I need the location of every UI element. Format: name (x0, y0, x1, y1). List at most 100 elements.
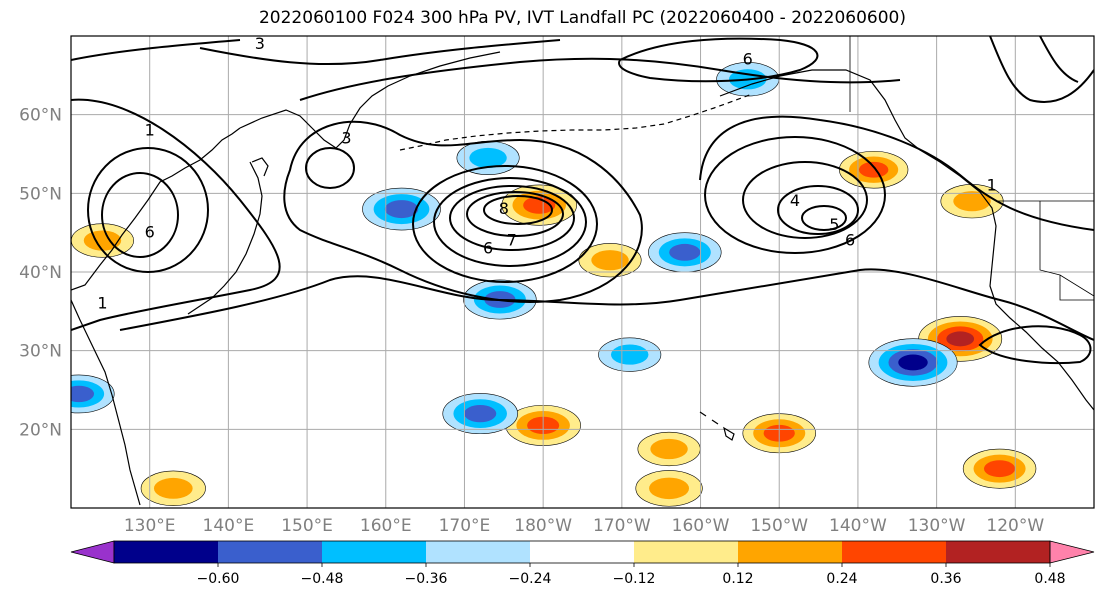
pv-contour-label: 3 (255, 34, 265, 53)
ivt-shade-12-2 (669, 243, 701, 261)
lon-tick-label: 140°W (829, 516, 887, 536)
coastline-japan (187, 157, 269, 315)
pv-contour-3-east (704, 136, 886, 254)
lat-tick-label: 30°N (19, 342, 62, 362)
political-borders (849, 36, 1094, 301)
ivt-shade-4-2 (858, 161, 889, 178)
ivt-shade-10-2 (464, 404, 497, 423)
lon-tick-label: 150°E (281, 516, 333, 536)
colorbar-extend-high (1049, 540, 1095, 564)
pv-contours (71, 36, 1094, 364)
colorbar-segment (634, 541, 738, 563)
coastline-aleutians (399, 93, 753, 151)
pv-contour-3-west (87, 147, 209, 273)
pv-contour-6 (449, 185, 575, 251)
coastline-kamchatka (239, 51, 501, 149)
map-frame (70, 35, 1095, 509)
ivt-shade-19-2 (983, 460, 1016, 478)
ivt-shade-0-2 (523, 196, 556, 214)
colorbar-tick-label: 0.24 (826, 571, 857, 587)
pv-contour-6-east (801, 205, 847, 231)
colorbar-segment (114, 541, 218, 563)
pv-contour-2-east (699, 115, 1094, 231)
pv-contour-8 (483, 195, 553, 225)
lon-tick-label: 170°E (439, 516, 491, 536)
pv-contour-7 (466, 191, 564, 237)
lon-tick-label: 160°E (360, 516, 412, 536)
lat-tick-label: 50°N (19, 184, 62, 204)
pv-contour-2-north (71, 39, 561, 66)
pv-contour-label: 5 (829, 215, 839, 234)
lon-tick-label: 160°W (672, 516, 730, 536)
colorbar-tick-label: 0.36 (930, 571, 961, 587)
pv-contour-label: 6 (483, 238, 493, 257)
pv-contour-5-east (777, 185, 859, 235)
ivt-shade-1-1 (469, 147, 507, 169)
colorbar-segment (946, 541, 1050, 563)
pv-contour-label: 8 (499, 199, 509, 218)
colorbar-tick-label: −0.60 (197, 571, 240, 587)
ivt-shade-7-3 (898, 354, 928, 371)
lon-tick-label: 140°E (203, 516, 255, 536)
pv-contour-6-north (618, 37, 819, 83)
colorbar-tick-label: −0.48 (301, 571, 344, 587)
ivt-shade-6-3 (946, 331, 975, 347)
pv-contour-label: 1 (97, 293, 107, 312)
ivt-shade-16-1 (153, 477, 193, 499)
colorbar-tick-label: −0.24 (509, 571, 552, 587)
ivt-shade-18-1 (649, 477, 690, 500)
pv-contour-arctic (989, 36, 1094, 103)
coastline-hawaii (699, 411, 735, 441)
pv-contour-4 (412, 165, 598, 283)
ivt-shade-20-1 (610, 344, 649, 365)
pv-contour-4-east (742, 161, 868, 239)
colorbar: −0.60 −0.48 −0.36 −0.24 −0.12 0.12 0.24 0.36 0.4… (70, 540, 1095, 587)
colorbar-segment (842, 541, 946, 563)
pv-contour-label: 1 (145, 120, 155, 139)
pv-contour-1-jet (119, 268, 1094, 341)
lon-tick-label: 120°W (986, 516, 1044, 536)
ivt-shade-11-2 (384, 200, 419, 219)
pv-contour-label: 3 (341, 128, 351, 147)
colorbar-frame (113, 540, 1051, 564)
lat-tick-label: 40°N (19, 263, 62, 283)
ivt-shade-13-1 (591, 250, 629, 271)
pv-contour-label: 7 (507, 231, 517, 250)
colorbar-segment (218, 541, 322, 563)
ivt-shade-5-1 (953, 191, 991, 212)
colorbar-tick-label: −0.12 (613, 571, 656, 587)
lon-tick-label: 180°W (514, 516, 572, 536)
colorbar-segment (530, 541, 634, 563)
colorbar-segment (738, 541, 842, 563)
pv-contour-label: 1 (987, 175, 997, 194)
pv-contour-3 (283, 120, 643, 303)
pv-contour-1-se (978, 325, 1092, 364)
colorbar-tick-label: 0.48 (1034, 571, 1065, 587)
colorbar-segment (426, 541, 530, 563)
coastline-asia (71, 127, 241, 506)
lon-tick-label: 130°W (908, 516, 966, 536)
lon-tick-label: 170°W (593, 516, 651, 536)
pv-contour-label: 6 (743, 50, 753, 69)
lon-tick-label: 150°W (750, 516, 808, 536)
colorbar-tick-label: −0.36 (405, 571, 448, 587)
graticule (71, 36, 1094, 508)
coastlines (71, 36, 1094, 506)
colorbar-extend-low (70, 540, 115, 564)
chart-title: 2022060100 F024 300 hPa PV, IVT Landfall… (258, 8, 906, 28)
pv-contour-6-west (101, 172, 179, 258)
pv-contour-3-small (305, 147, 355, 189)
ivt-shade-17-1 (650, 438, 688, 460)
pv-contour-5 (433, 177, 587, 267)
lat-tick-label: 20°N (19, 420, 62, 440)
lon-tick-label: 130°E (124, 516, 176, 536)
longitude-labels: 130°E 140°E 150°E 160°E 170°E 180°W 170°W 160°W… (124, 516, 1045, 536)
colorbar-tick-label: 0.12 (722, 571, 753, 587)
pv-contour-label: 4 (790, 191, 800, 210)
pv-contour-label: 6 (145, 223, 155, 242)
pv-contour-label: 6 (845, 231, 855, 250)
ivt-shade-15-2 (71, 385, 95, 403)
